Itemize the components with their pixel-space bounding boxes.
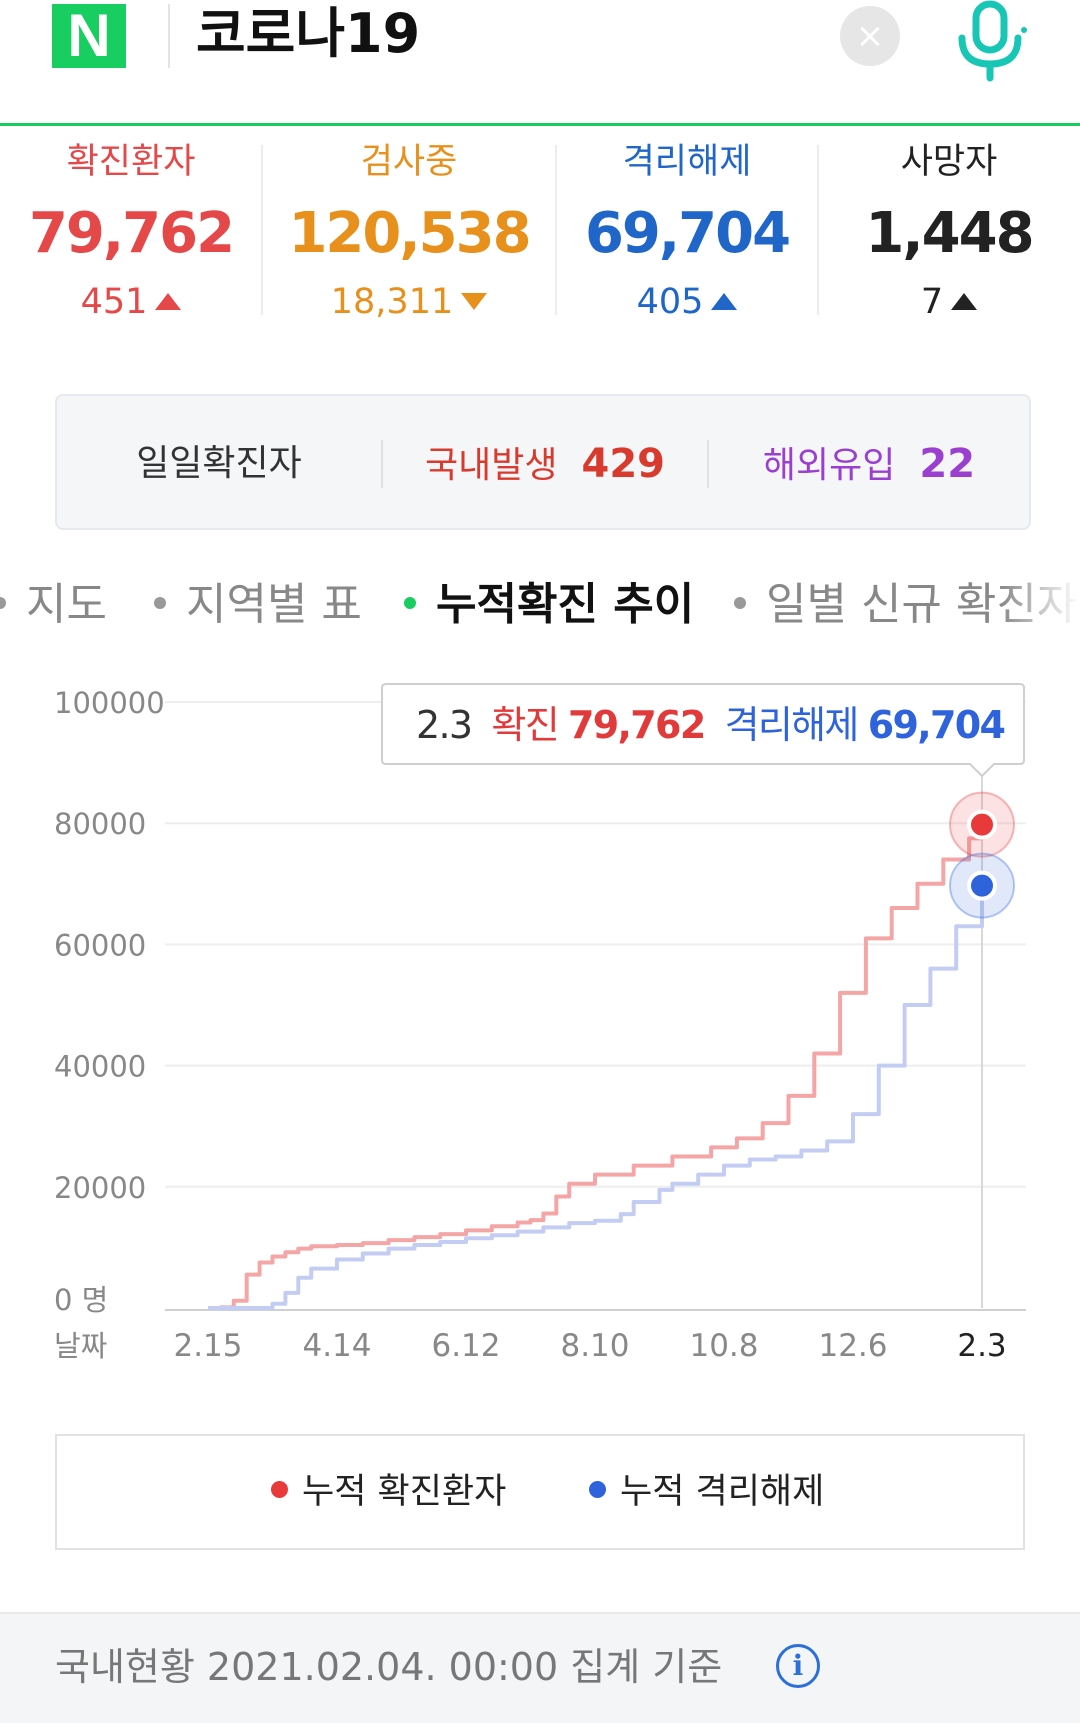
y-tick-label: 40000 [54,1050,146,1084]
x-tick-label: 8.10 [560,1328,629,1364]
chart-tooltip: 2.3 확진 79,762 격리해제 69,704 [381,683,1025,778]
x-tick-label: 2.3 [957,1328,1006,1364]
y-unit-label: 0 명 [54,1283,108,1317]
x-tick-label: 4.14 [302,1328,371,1364]
x-tick-label: 12.6 [818,1328,887,1364]
daily-label: 일일확진자 [136,443,302,484]
footer-basis-text: 국내현황 2021.02.04. 00:00 집계 기준 [55,1645,723,1689]
header-divider [168,4,170,68]
overseas-label: 해외유입 [762,445,896,486]
legend-dot-red [271,1481,288,1498]
stat-change-value: 7 [920,282,944,322]
series-line-confirmed [208,824,984,1310]
stat-label: 검사중 [360,142,458,182]
stat-label: 격리해제 [622,142,752,182]
naver-logo[interactable]: N [52,4,126,68]
stat-change: 451 [0,280,262,324]
cumulative-chart[interactable]: 100000 80000 60000 40000 20000 0 명날짜 2.15 4.14 6… [0,660,1080,1380]
daily-domestic: 국내발생 429 [383,396,707,532]
legend-released-label: 누적 격리해제 [620,1472,825,1512]
stat-0[interactable]: 확진환자 79,762 451 [0,126,262,336]
x-unit-label: 날짜 [54,1329,107,1363]
daily-divider [381,440,383,488]
x-tick-label: 6.12 [431,1328,500,1364]
tooltip-confirmed-value: 79,762 [568,703,706,747]
stat-change: 18,311 [262,280,556,324]
tab-bullet [154,597,166,609]
daily-confirmed-box: 일일확진자 국내발생 429 해외유입 22 [55,394,1031,530]
tooltip-released-value: 69,704 [868,703,1006,747]
stat-change-value: 405 [636,282,704,322]
chart-tabs: 지도 지역별 표 누적확진 추이 일별 신규 확진자 [0,570,1080,640]
tab-bullet [404,597,416,609]
info-icon[interactable]: i [776,1644,820,1688]
stat-label: 확진환자 [66,142,196,182]
triangle-up-icon [711,293,738,310]
tooltip-released-label: 격리해제 [725,703,860,747]
stat-divider [555,145,557,315]
stat-value: 1,448 [865,201,1034,266]
y-tick-label: 60000 [54,928,146,962]
y-tick-label: 80000 [54,807,146,841]
stat-label: 사망자 [900,142,998,182]
stat-change: 405 [556,280,818,324]
legend-released[interactable]: 누적 격리해제 [589,1436,824,1548]
tooltip-date: 2.3 [416,703,473,747]
legend-confirmed-label: 누적 확진환자 [302,1472,507,1512]
tooltip-confirmed-label: 확진 [491,703,559,747]
domestic-value: 429 [581,441,665,487]
y-tick-label: 100000 [54,686,165,720]
legend-confirmed[interactable]: 누적 확진환자 [271,1436,506,1548]
stat-change: 7 [818,280,1080,324]
stat-3[interactable]: 사망자 1,448 7 [818,126,1080,336]
tab-label: 지역별 표 [186,579,362,630]
microphone-icon[interactable] [950,0,1030,82]
tab-cumulative-trend[interactable]: 누적확진 추이 [404,570,694,640]
stat-change-value: 18,311 [330,282,454,322]
x-tick-label: 2.15 [173,1328,242,1364]
chart-legend: 누적 확진환자 누적 격리해제 [55,1434,1025,1550]
footer: 국내현황 2021.02.04. 00:00 집계 기준 i [0,1612,1080,1723]
tab-label: 지도 [26,579,107,630]
tooltip-text: 2.3 확진 79,762 격리해제 69,704 [416,703,1006,747]
stat-divider [817,145,819,315]
tab-region-table[interactable]: 지역별 표 [154,570,362,640]
search-header: N 코로나19 × [0,0,1080,126]
stat-value: 120,538 [288,201,531,266]
y-tick-label: 20000 [54,1171,146,1205]
clear-icon[interactable]: × [840,6,900,66]
marker-point-released[interactable] [967,870,997,901]
stat-divider [261,145,263,315]
tab-map[interactable]: 지도 [0,570,107,640]
tab-label: 누적확진 추이 [436,579,695,630]
stat-value: 69,704 [584,201,791,266]
legend-dot-blue [589,1481,606,1498]
series-line-released [208,885,984,1310]
domestic-label: 국내발생 [425,445,558,486]
stat-1[interactable]: 검사중 120,538 18,311 [262,126,556,336]
overseas-value: 22 [919,441,976,487]
tab-bullet [734,597,746,609]
stat-change-value: 451 [80,282,148,322]
marker-point-confirmed[interactable] [967,809,997,840]
tab-bullet [0,597,6,609]
stat-2[interactable]: 격리해제 69,704 405 [556,126,818,336]
daily-divider [707,440,709,488]
triangle-up-icon [155,293,182,310]
logo-letter: N [67,2,111,69]
tabs-fade [1000,570,1080,640]
search-input[interactable]: 코로나19 [196,2,421,65]
stat-value: 79,762 [28,201,235,266]
triangle-down-icon [461,293,488,310]
daily-overseas: 해외유입 22 [709,396,1029,532]
triangle-up-icon [951,293,978,310]
x-tick-label: 10.8 [689,1328,758,1364]
